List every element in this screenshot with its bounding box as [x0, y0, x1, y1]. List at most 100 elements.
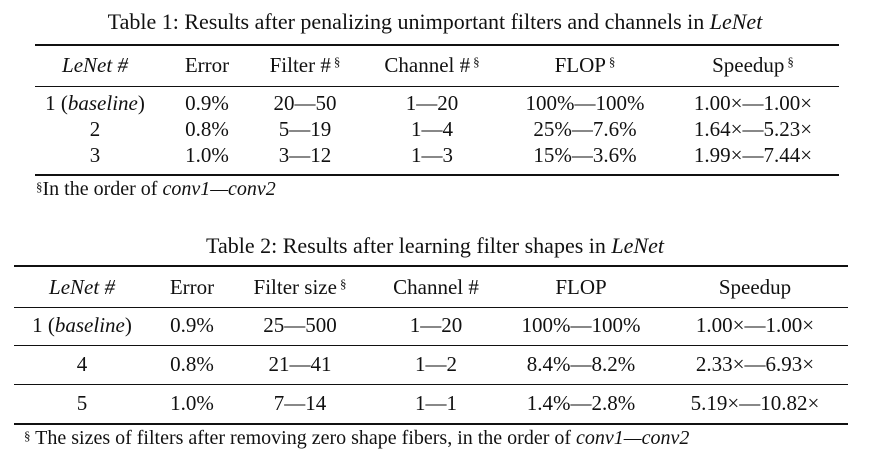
lenet-cell: 3	[90, 143, 101, 167]
flop-cell: 1.4%—2.8%	[527, 391, 636, 415]
column-header: LeNet #	[49, 275, 115, 299]
channel-cell: 1—2	[415, 352, 457, 376]
cell-value: 1—1	[415, 391, 457, 415]
cell-value: 1.00×—1.00×	[693, 91, 813, 115]
error-cell: 0.8%	[185, 117, 229, 141]
speedup-cell: 1.00×—1.00×	[696, 313, 814, 337]
table2-footnote: § The sizes of filters after removing ze…	[24, 427, 690, 449]
lenet-number: 4	[76, 352, 88, 376]
cell-value: 1.0%	[185, 143, 229, 167]
table2-bottom-rule	[14, 423, 848, 425]
baseline-label: baseline	[54, 313, 125, 337]
cell-value: 5.19×—10.82×	[690, 391, 820, 415]
column-header: Error	[185, 53, 229, 77]
cell-value: 5—19	[278, 117, 332, 141]
error-cell: 0.9%	[185, 91, 229, 115]
column-header: Filter size §	[254, 275, 347, 299]
table2-top-rule	[14, 265, 848, 267]
section-mark: §	[339, 276, 347, 291]
filter-cell: 3—12	[279, 143, 332, 167]
flop-cell: 100%—100%	[522, 313, 641, 337]
cell-value: 1.99×—7.44×	[693, 143, 813, 167]
filter-cell: 21—41	[269, 352, 332, 376]
lenet-cell: 1 (baseline)	[32, 313, 132, 337]
lenet-number: 5	[76, 391, 88, 415]
cell-value: 1—2	[415, 352, 457, 376]
channel-cell: 1—20	[406, 91, 459, 115]
table1-bottom-rule	[35, 174, 839, 176]
column-header-label: FLOP	[554, 53, 606, 77]
cell-value: 21—41	[268, 352, 332, 376]
filter-cell: 5—19	[279, 117, 332, 141]
cell-value: 0.8%	[185, 117, 229, 141]
table2-row-rule	[14, 384, 848, 385]
column-header: FLOP §	[555, 53, 616, 77]
column-header-label: Filter size	[253, 275, 337, 299]
cell-value: 8.4%—8.2%	[526, 352, 636, 376]
table1-footnote: §In the order of conv1—conv2	[36, 178, 276, 200]
column-header-label: FLOP	[555, 275, 607, 299]
table1-caption: Table 1: Results after penalizing unimpo…	[107, 9, 763, 34]
cell-value: 15%—3.6%	[533, 143, 637, 167]
table1-top-rule	[35, 44, 839, 46]
lenet-cell: 1 (baseline)	[45, 91, 145, 115]
column-header: LeNet #	[62, 53, 128, 77]
section-mark: §	[473, 54, 480, 69]
lenet-cell: 4	[77, 352, 88, 376]
error-cell: 1.0%	[185, 143, 229, 167]
filter-cell: 25—500	[263, 313, 337, 337]
column-header-label: Speedup	[718, 275, 792, 299]
lenet-cell: 5	[77, 391, 88, 415]
flop-cell: 8.4%—8.2%	[527, 352, 636, 376]
column-header: Channel #	[393, 275, 479, 299]
column-header-label: LeNet #	[49, 275, 115, 299]
column-header-label: Error	[169, 275, 215, 299]
speedup-cell: 1.64×—5.23×	[694, 117, 812, 141]
section-mark: §	[787, 54, 794, 69]
cell-value: 1.64×—5.23×	[693, 117, 813, 141]
column-header: Filter # §	[270, 53, 341, 77]
filter-cell: 20—50	[274, 91, 337, 115]
cell-value: 0.9%	[185, 91, 229, 115]
table2-row-rule	[14, 345, 848, 346]
cell-value: 25—500	[263, 313, 337, 337]
column-header-label: Speedup	[712, 53, 785, 77]
cell-value: 0.8%	[170, 352, 214, 376]
speedup-cell: 2.33×—6.93×	[696, 352, 814, 376]
flop-cell: 25%—7.6%	[533, 117, 636, 141]
speedup-cell: 1.00×—1.00×	[694, 91, 812, 115]
channel-cell: 1—3	[411, 143, 453, 167]
lenet-number: 3	[89, 143, 101, 167]
cell-value: 1—20	[405, 91, 459, 115]
column-header-label: Error	[184, 53, 230, 77]
column-header-label: LeNet #	[62, 53, 128, 77]
cell-value: 100%—100%	[521, 313, 641, 337]
flop-cell: 15%—3.6%	[533, 143, 636, 167]
column-header: Channel # §	[384, 53, 479, 77]
channel-cell: 1—20	[410, 313, 463, 337]
error-cell: 1.0%	[170, 391, 214, 415]
speedup-cell: 1.99×—7.44×	[694, 143, 812, 167]
column-header-label: Filter #	[269, 53, 331, 77]
table1-header-rule	[35, 86, 839, 87]
column-header: FLOP	[555, 275, 606, 299]
paren: )	[137, 91, 145, 115]
speedup-cell: 5.19×—10.82×	[691, 391, 820, 415]
cell-value: 100%—100%	[525, 91, 645, 115]
cell-value: 0.9%	[170, 313, 214, 337]
column-header-label: Channel #	[384, 53, 471, 77]
filter-cell: 7—14	[274, 391, 327, 415]
cell-value: 1—3	[411, 143, 453, 167]
table2-header-rule	[14, 307, 848, 308]
section-mark: §	[608, 54, 616, 69]
channel-cell: 1—4	[411, 117, 453, 141]
cell-value: 1.0%	[170, 391, 214, 415]
error-cell: 0.9%	[170, 313, 214, 337]
column-header-label: Channel #	[393, 275, 479, 299]
cell-value: 7—14	[273, 391, 327, 415]
cell-value: 20—50	[273, 91, 337, 115]
paren: )	[124, 313, 132, 337]
column-header: Error	[170, 275, 214, 299]
column-header: Speedup	[719, 275, 791, 299]
lenet-cell: 2	[90, 117, 101, 141]
